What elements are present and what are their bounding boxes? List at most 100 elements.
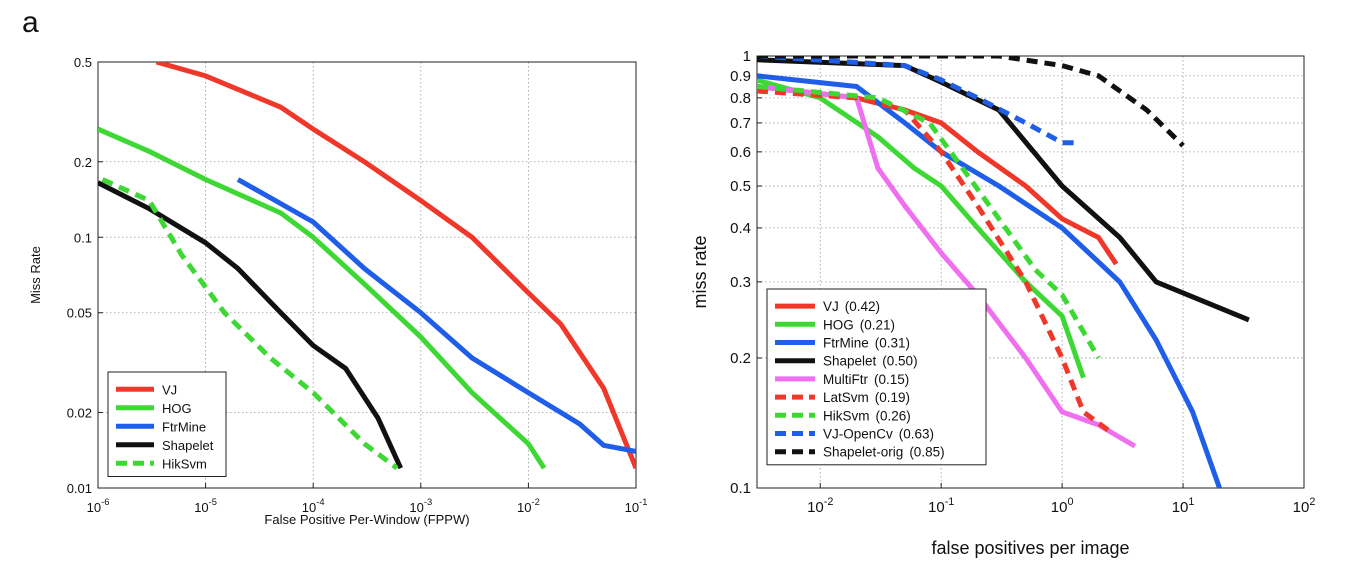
legend-series-name: HikSvm	[162, 456, 207, 471]
legend-label: MultiFtr (0.15)	[823, 372, 909, 387]
series-line-ftrmine	[757, 73, 1222, 488]
legend-label: HikSvm	[162, 456, 207, 471]
y-tick-label: 0.5	[730, 178, 751, 195]
x-axis-label: false positives per image	[931, 538, 1129, 558]
y-tick-label: 0.1	[74, 230, 92, 245]
x-tick-base: 10	[928, 499, 945, 516]
series-line-shapelet-orig	[757, 56, 1185, 148]
x-tick-label: 10-2	[517, 497, 540, 515]
x-tick-base: 10	[625, 500, 639, 515]
x-tick-base: 10	[1051, 499, 1068, 516]
chart-fppw: 10-6 10-5 10-4 10-3 10-2 10-10.010.020.050.10…	[28, 55, 648, 527]
y-axis-label: Miss Rate	[28, 246, 43, 304]
legend-label: FtrMine	[162, 419, 206, 434]
legend-series-name: VJ-OpenCv	[823, 427, 893, 442]
x-tick-label: 10-2	[807, 496, 833, 516]
x-tick-base: 10	[409, 500, 423, 515]
legend-label: HOG	[162, 401, 192, 416]
series-line-hiksvm	[101, 177, 399, 471]
y-tick-label: 0.05	[67, 306, 92, 321]
series-line-hog	[98, 126, 547, 470]
x-tick-label: 102	[1293, 496, 1316, 516]
x-tick-base: 10	[807, 499, 824, 516]
y-tick-label: 0.8	[730, 90, 751, 107]
legend-series-score: (0.85)	[909, 445, 944, 460]
x-tick-exp: -1	[639, 497, 647, 507]
legend-series-score: (0.26)	[876, 408, 911, 423]
legend-label: VJ-OpenCv (0.63)	[823, 427, 934, 442]
x-tick-exp: -3	[424, 497, 432, 507]
legend-series-score: (0.19)	[875, 390, 910, 405]
legend-series-name: LatSvm	[823, 390, 869, 405]
series-line-ftrmine	[236, 177, 636, 454]
legend-series-name: Shapelet	[823, 354, 877, 369]
legend-label: VJ (0.42)	[823, 299, 880, 314]
y-tick-label: 0.5	[74, 55, 92, 70]
y-tick-label: 0.9	[730, 68, 751, 85]
legend-label: LatSvm (0.19)	[823, 390, 910, 405]
chart-fppi: 10-2 10-1 100 101 1020.10.20.30.40.50.60.70.…	[690, 48, 1316, 558]
legend-series-score: (0.63)	[899, 427, 934, 442]
x-tick-exp: -4	[316, 497, 324, 507]
y-tick-label: 0.4	[730, 220, 751, 237]
legend-label: Shapelet-orig (0.85)	[823, 445, 945, 460]
x-tick-label: 10-1	[928, 496, 954, 516]
x-tick-base: 10	[1172, 499, 1189, 516]
x-tick-exp: 1	[1188, 496, 1194, 508]
series-line-latsvm	[757, 88, 1112, 434]
x-tick-exp: -6	[101, 497, 109, 507]
x-tick-label: 101	[1172, 496, 1195, 516]
series-line-multiftr	[757, 84, 1137, 449]
x-tick-exp: -2	[531, 497, 539, 507]
legend-series-score: (0.21)	[860, 317, 895, 332]
x-tick-exp: -1	[945, 496, 955, 508]
y-tick-label: 1	[743, 48, 751, 65]
x-tick-base: 10	[194, 500, 208, 515]
legend-series-name: HOG	[823, 317, 854, 332]
x-tick-label: 10-4	[302, 497, 325, 515]
legend-series-name: VJ	[823, 299, 839, 314]
legend-series-name: FtrMine	[823, 336, 869, 351]
legend: VJ (0.42) HOG (0.21) FtrMine (0.31) Shapelet (0…	[766, 288, 987, 466]
x-tick-exp: -5	[209, 497, 217, 507]
x-tick-exp: 0	[1067, 496, 1073, 508]
x-tick-base: 10	[87, 500, 101, 515]
legend-label: Shapelet (0.50)	[823, 354, 918, 369]
plot-frame	[756, 55, 1305, 489]
y-tick-label: 0.2	[74, 155, 92, 170]
x-tick-exp: 2	[1309, 496, 1315, 508]
legend-series-name: Shapelet	[162, 438, 214, 453]
legend-series-name: Shapelet-orig	[823, 445, 903, 460]
series-line-shapelet	[757, 57, 1250, 323]
plot-frame	[97, 61, 637, 489]
x-axis-label: False Positive Per-Window (FPPW)	[264, 512, 469, 527]
legend-label: HOG (0.21)	[823, 317, 895, 332]
x-tick-label: 100	[1051, 496, 1074, 516]
y-tick-label: 0.6	[730, 144, 751, 161]
series-group	[757, 56, 1250, 488]
series-group	[98, 62, 636, 471]
legend-series-score: (0.42)	[845, 299, 880, 314]
y-tick-label: 0.02	[67, 406, 92, 421]
y-tick-label: 0.7	[730, 115, 751, 132]
y-tick-label: 0.1	[730, 480, 751, 497]
x-tick-label: 10-5	[194, 497, 217, 515]
x-tick-label: 10-6	[87, 497, 110, 515]
series-line-vj	[155, 62, 636, 470]
x-tick-exp: -2	[824, 496, 834, 508]
legend-series-score: (0.15)	[874, 372, 909, 387]
y-tick-label: 0.01	[67, 481, 92, 496]
x-tick-label: 10-1	[625, 497, 648, 515]
legend-series-name: HikSvm	[823, 408, 870, 423]
legend-label: VJ	[162, 382, 177, 397]
legend-series-name: HOG	[162, 401, 192, 416]
y-tick-label: 0.3	[730, 274, 751, 291]
x-tick-label: 10-3	[409, 497, 432, 515]
panel-label: a	[22, 6, 39, 39]
x-tick-base: 10	[1293, 499, 1310, 516]
legend-series-name: FtrMine	[162, 419, 206, 434]
legend-series-score: (0.31)	[875, 336, 910, 351]
y-tick-label: 0.2	[730, 350, 751, 367]
series-line-vj-opencv	[757, 56, 1076, 146]
legend: VJ HOG FtrMine Shapelet HikSvm	[107, 371, 227, 477]
